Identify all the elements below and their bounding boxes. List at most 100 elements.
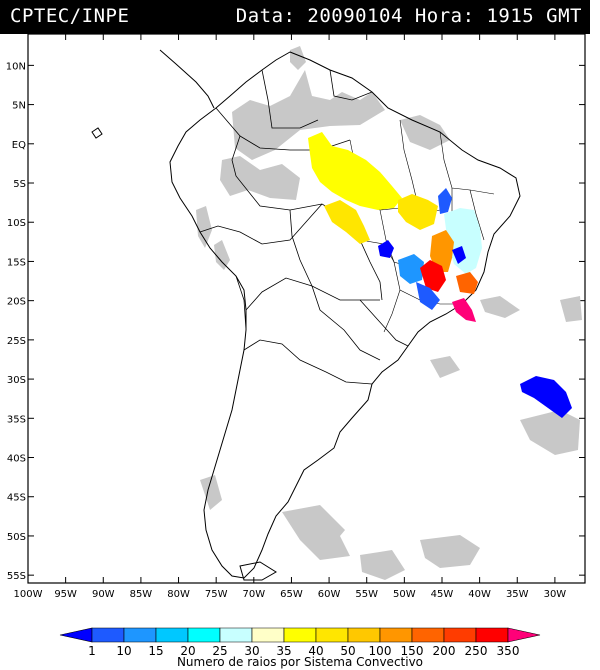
colorbar-swatch-8 [315, 627, 349, 643]
colorbar-label-250: 250 [465, 644, 488, 658]
cloud-south-atlantic-1 [520, 410, 580, 455]
country-borders [199, 69, 409, 385]
lon-label-45W: 45W [431, 589, 454, 600]
colorbar-swatch-4 [187, 627, 221, 643]
colorbar-label-20: 20 [180, 644, 195, 658]
lon-label-85W: 85W [130, 589, 153, 600]
system-central-yellow [324, 200, 370, 244]
border-2 [261, 69, 319, 129]
border-7 [243, 339, 373, 385]
latitude-labels: 10N 5N EQ 5S 10S 15S 20S 25S 30S 35S 40S 45S 50S 55S [6, 61, 26, 582]
south-america-outline [169, 51, 521, 579]
colorbar-label-100: 100 [369, 644, 392, 658]
colorbar-swatch-7 [283, 627, 317, 643]
cloud-fields [196, 46, 582, 580]
cloud-andes-west [214, 240, 230, 270]
state-border-8 [469, 189, 485, 241]
axis-ticks [27, 34, 585, 583]
lon-label-30W: 30W [544, 589, 567, 600]
lat-label-50S: 50S [7, 532, 26, 543]
colorbar-swatch-3 [155, 627, 189, 643]
lon-label-55W: 55W [355, 589, 378, 600]
lon-label-40W: 40W [468, 589, 491, 600]
colorbar-label-25: 25 [212, 644, 227, 658]
border-9 [199, 203, 323, 245]
lon-label-100W: 100W [14, 589, 43, 600]
colorbar-label-150: 150 [401, 644, 424, 658]
system-es-blue [452, 246, 466, 264]
colorbar-swatch-10 [379, 627, 413, 643]
lat-label-EQ: EQ [12, 140, 26, 151]
system-rj-orange [456, 272, 478, 294]
system-bahia-lightcyan [444, 208, 482, 274]
colorbar-swatch-9 [347, 627, 381, 643]
lon-label-65W: 65W [280, 589, 303, 600]
cloud-falkland [420, 535, 480, 568]
colorbar-label-350: 350 [497, 644, 520, 658]
cloud-peru-coast [196, 206, 212, 248]
border-3 [329, 69, 373, 101]
system-nordeste-blue [438, 188, 452, 214]
lon-label-50W: 50W [393, 589, 416, 600]
galapagos [91, 127, 103, 139]
lat-label-55S: 55S [7, 571, 26, 582]
system-east-yellow [398, 194, 438, 230]
colorbar-label-1: 1 [88, 644, 96, 658]
colorbar-swatch-12 [443, 627, 477, 643]
system-minas-blue [398, 254, 424, 284]
longitude-labels: 100W 95W 90W 85W 80W 75W 70W 65W 60W 55W 50W 45W 40W… [14, 589, 567, 600]
lon-label-90W: 90W [92, 589, 115, 600]
colorbar-swatch-2 [123, 627, 157, 643]
colorbar-label-35: 35 [276, 644, 291, 658]
colorbar-label-30: 30 [244, 644, 259, 658]
lat-label-10S: 10S [7, 218, 26, 229]
lat-label-20S: 20S [7, 297, 26, 308]
border-5 [311, 285, 381, 361]
colorbar-swatch-5 [219, 627, 253, 643]
lat-label-35S: 35S [7, 414, 26, 425]
title-bar: CPTEC/INPE Data: 20090104 Hora: 1915 GMT [0, 0, 590, 34]
system-atlantic-blue [520, 376, 572, 418]
system-sp-blue [416, 282, 440, 310]
lon-label-35W: 35W [506, 589, 529, 600]
cloud-far-south [300, 536, 350, 560]
system-goias-blue [378, 240, 394, 258]
cloud-east-atlantic [560, 296, 582, 322]
system-minas-orange [430, 230, 454, 272]
datetime-label: Data: 20090104 Hora: 1915 GMT [235, 5, 582, 27]
cloud-south-atlantic-2 [480, 296, 520, 318]
lon-label-80W: 80W [167, 589, 190, 600]
lat-label-15S: 15S [7, 257, 26, 268]
cloud-uruguay-sea [430, 356, 460, 378]
cloud-amazon-north [232, 70, 385, 160]
lat-label-25S: 25S [7, 336, 26, 347]
system-sp-red [420, 260, 446, 292]
lat-label-10N: 10N [6, 61, 26, 72]
border-6 [359, 299, 409, 347]
lat-label-30S: 30S [7, 375, 26, 386]
coastline [91, 49, 521, 581]
lat-label-5N: 5N [12, 101, 26, 112]
colorbar-swatch-1 [91, 627, 125, 643]
colorbar-label-200: 200 [433, 644, 456, 658]
system-rj-magenta [452, 298, 476, 322]
convective-systems [308, 132, 572, 418]
cloud-chile-south [200, 475, 222, 510]
cloud-guiana [290, 46, 306, 70]
colorbar: 1 10 15 20 25 30 35 40 50 100 150 200 250 350 [59, 627, 541, 658]
lat-label-5S: 5S [13, 179, 26, 190]
cloud-northeast [400, 115, 450, 150]
colorbar-label-50: 50 [340, 644, 355, 658]
lon-label-70W: 70W [242, 589, 265, 600]
border-10 [289, 209, 313, 287]
lon-label-75W: 75W [205, 589, 228, 600]
lon-label-60W: 60W [318, 589, 341, 600]
cloud-patagonia-sea [360, 550, 405, 580]
source-label: CPTEC/INPE [10, 5, 130, 27]
lon-label-95W: 95W [54, 589, 77, 600]
lat-label-40S: 40S [7, 454, 26, 465]
system-amazon-yellow [308, 132, 402, 210]
colorbar-swatch-11 [411, 627, 445, 643]
colorbar-label-10: 10 [116, 644, 131, 658]
